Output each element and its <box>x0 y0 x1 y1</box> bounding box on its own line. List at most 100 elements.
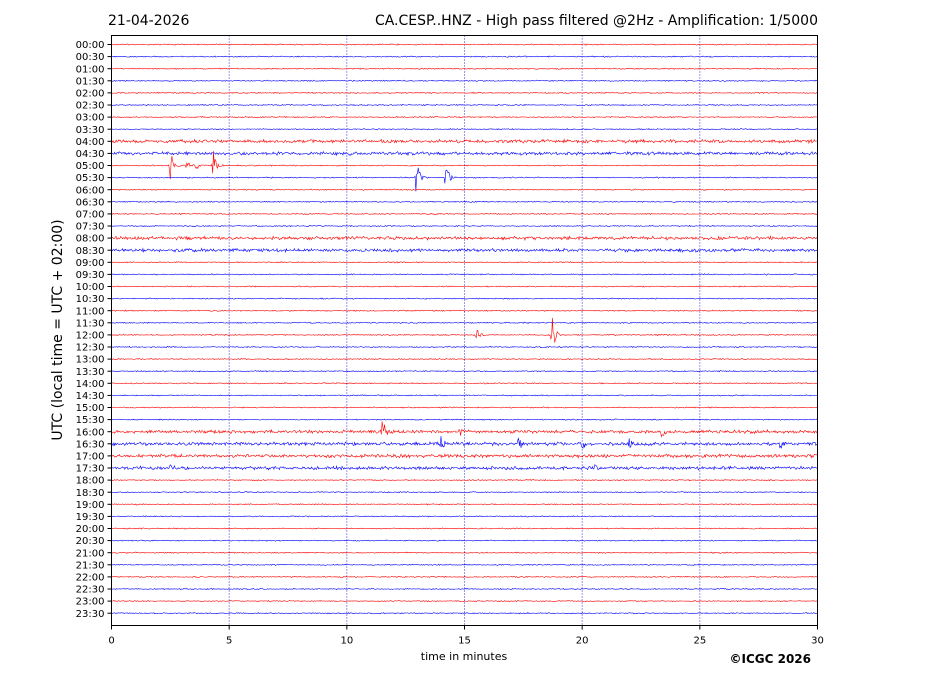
y-tick-label: 07:30 <box>76 222 105 233</box>
trace-2030 <box>111 539 818 542</box>
trace-0330 <box>111 127 818 131</box>
x-axis-label: time in minutes <box>421 650 508 663</box>
trace-1630 <box>111 436 818 449</box>
x-tick-label: 20 <box>576 636 589 647</box>
y-tick-label: 23:30 <box>76 609 105 620</box>
y-tick-label: 15:30 <box>76 415 105 426</box>
y-tick-label: 11:30 <box>76 318 105 329</box>
trace-1100 <box>111 309 818 312</box>
y-tick-label: 20:00 <box>76 524 105 535</box>
trace-0230 <box>111 103 818 107</box>
y-tick-label: 18:30 <box>76 488 105 499</box>
y-tick-label: 13:30 <box>76 367 105 378</box>
trace-2000 <box>111 527 818 530</box>
x-tick-labels: 0 5 10 15 20 25 30 <box>108 625 824 647</box>
trace-1600 <box>111 421 818 438</box>
y-tick-label: 21:30 <box>76 560 105 571</box>
trace-1730 <box>111 464 818 471</box>
y-tick-label: 05:30 <box>76 173 105 184</box>
y-tick-label: 21:00 <box>76 548 105 559</box>
trace-1830 <box>111 491 818 494</box>
trace-0600 <box>111 188 818 191</box>
trace-0300 <box>111 116 818 119</box>
y-tick-label: 20:30 <box>76 536 105 547</box>
y-axis-label: UTC (local time = UTC + 02:00) <box>50 219 66 440</box>
y-tick-label: 01:00 <box>76 64 105 75</box>
trace-0130 <box>111 79 818 82</box>
trace-0400 <box>111 138 818 145</box>
trace-0830 <box>111 247 818 253</box>
y-tick-label: 02:00 <box>76 89 105 100</box>
trace-0800 <box>111 235 818 241</box>
copyright-label: ©ICGC 2026 <box>729 652 811 666</box>
y-tick-label: 04:30 <box>76 149 105 160</box>
y-tick-label: 11:00 <box>76 306 105 317</box>
y-tick-label: 23:00 <box>76 597 105 608</box>
x-tick-label: 0 <box>108 636 114 647</box>
y-tick-label: 08:00 <box>76 234 105 245</box>
trace-2230 <box>111 587 818 591</box>
trace-1330 <box>111 370 818 373</box>
trace-0730 <box>111 224 818 228</box>
trace-0100 <box>111 67 818 70</box>
trace-1300 <box>111 358 818 361</box>
y-tick-label: 13:00 <box>76 355 105 366</box>
trace-0630 <box>111 200 818 203</box>
y-tick-label: 16:30 <box>76 439 105 450</box>
y-tick-label: 12:00 <box>76 331 105 342</box>
y-tick-label: 09:30 <box>76 270 105 281</box>
trace-1900 <box>111 503 818 506</box>
y-tick-label: 03:00 <box>76 113 105 124</box>
trace-layer <box>111 43 818 615</box>
y-tick-label: 22:00 <box>76 573 105 584</box>
y-tick-label: 09:00 <box>76 258 105 269</box>
trace-1530 <box>111 418 818 421</box>
trace-2330 <box>111 612 818 615</box>
y-tick-label: 06:30 <box>76 197 105 208</box>
y-tick-label: 00:30 <box>76 52 105 63</box>
trace-0000 <box>111 43 818 46</box>
trace-0530 <box>111 167 818 192</box>
trace-0500 <box>111 151 818 180</box>
y-tick-label: 04:00 <box>76 137 105 148</box>
y-tick-label: 17:30 <box>76 464 105 475</box>
trace-0930 <box>111 273 818 276</box>
trace-1030 <box>111 297 818 300</box>
y-tick-label: 10:30 <box>76 294 105 305</box>
x-tick-label: 10 <box>340 636 353 647</box>
trace-1230 <box>111 345 818 349</box>
trace-1500 <box>111 406 818 409</box>
y-tick-label: 03:30 <box>76 125 105 136</box>
trace-2200 <box>111 575 818 579</box>
trace-2100 <box>111 551 818 554</box>
date-label: 21-04-2026 <box>108 13 189 29</box>
trace-2130 <box>111 563 818 566</box>
trace-0200 <box>111 91 818 95</box>
trace-1200 <box>111 317 818 343</box>
grid-layer <box>228 35 701 626</box>
trace-2300 <box>111 600 818 603</box>
trace-0700 <box>111 212 818 215</box>
y-tick-label: 08:30 <box>76 246 105 257</box>
x-tick-label: 25 <box>693 636 706 647</box>
trace-0900 <box>111 261 818 264</box>
trace-1000 <box>111 285 818 288</box>
y-tick-label: 14:00 <box>76 379 105 390</box>
trace-0030 <box>111 55 818 58</box>
trace-0430 <box>111 150 818 157</box>
y-tick-label: 14:30 <box>76 391 105 402</box>
y-tick-label: 00:00 <box>76 40 105 51</box>
trace-1430 <box>111 394 818 397</box>
y-tick-label: 12:30 <box>76 343 105 354</box>
y-tick-label: 17:00 <box>76 452 105 463</box>
x-tick-label: 5 <box>226 636 232 647</box>
plot-frame <box>111 35 818 626</box>
y-tick-label: 10:00 <box>76 282 105 293</box>
y-tick-label: 06:00 <box>76 185 105 196</box>
y-tick-label: 05:00 <box>76 161 105 172</box>
trace-1930 <box>111 515 818 518</box>
trace-1130 <box>111 321 818 324</box>
y-tick-label: 22:30 <box>76 585 105 596</box>
